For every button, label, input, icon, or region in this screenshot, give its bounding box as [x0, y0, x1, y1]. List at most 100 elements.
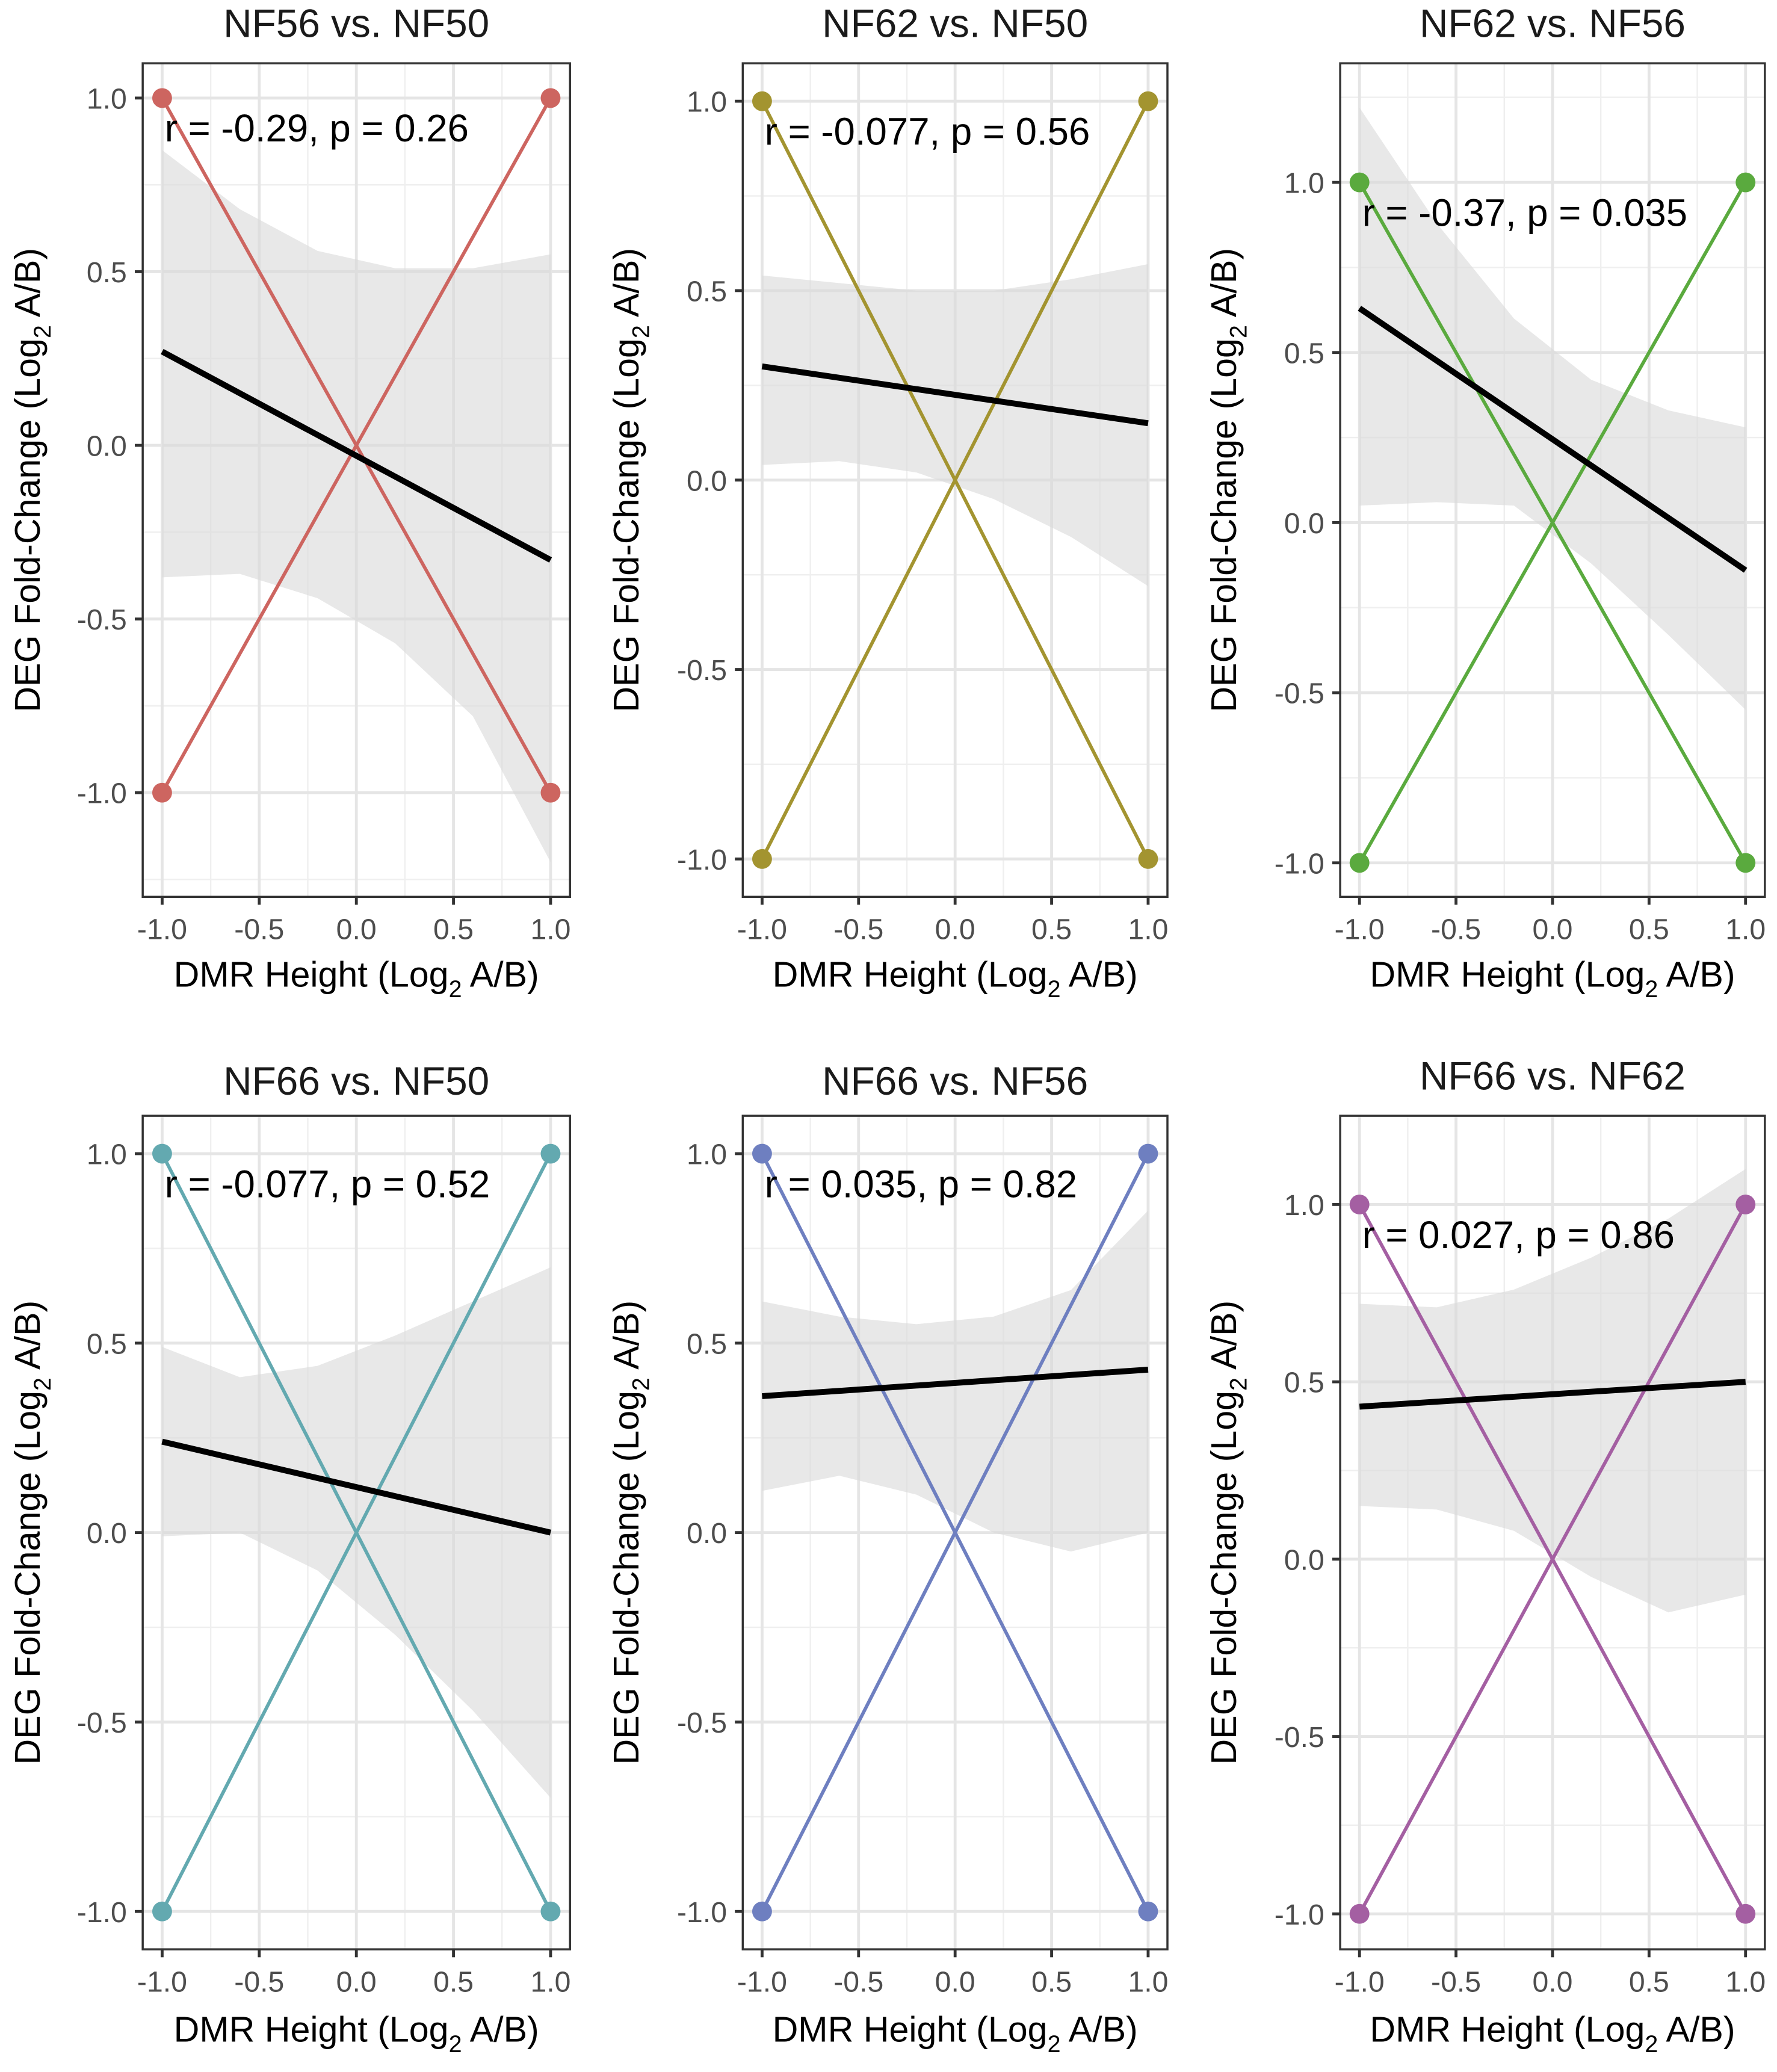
data-point-3: [1349, 1903, 1370, 1924]
y-tick-label: 0.0: [1284, 507, 1324, 540]
x-axis-label: DMR Height (Log2 A/B): [1370, 954, 1735, 1003]
x-axis-label: DMR Height (Log2 A/B): [773, 954, 1138, 1003]
confidence-band: [1359, 107, 1746, 710]
data-segment-2: [160, 97, 552, 794]
y-tick-label: -0.5: [677, 1707, 727, 1739]
x-tick-label: -0.5: [833, 913, 883, 945]
y-tick-label: 1.0: [87, 1139, 127, 1171]
x-tick-label: 1.0: [530, 913, 570, 945]
data-point-1: [1349, 1195, 1370, 1214]
data-point-4: [540, 1901, 561, 1922]
y-axis-label: DEG Fold-Change (Log2 A/B): [1204, 1300, 1252, 1765]
correlation-annotation: r = -0.077, p = 0.52: [165, 1163, 490, 1205]
y-axis-label: DEG Fold-Change (Log2 A/B): [7, 248, 56, 713]
y-axis-label: DEG Fold-Change (Log2 A/B): [7, 1300, 56, 1765]
x-tick-label: 0.0: [336, 1965, 377, 1998]
y-axis-label: DEG Fold-Change (Log2 A/B): [606, 248, 655, 713]
panel-1: -1.0 -0.5 0.0 0.5 1.0 -1.0 -0.5 0.0 0.5 1.0 NF56 v…: [7, 1, 571, 1003]
y-tick-label: 0.5: [1284, 1367, 1324, 1399]
y-axis-label: DEG Fold-Change (Log2 A/B): [606, 1300, 655, 1765]
y-tick-label: 0.5: [87, 256, 127, 289]
x-axis-label: DMR Height (Log2 A/B): [174, 954, 539, 1003]
x-tick-label: 1.0: [1128, 1965, 1168, 1998]
panel-title: NF56 vs. NF50: [223, 1, 489, 45]
y-axis-label: DEG Fold-Change (Log2 A/B): [1204, 248, 1252, 713]
x-tick-label: -1.0: [137, 913, 187, 945]
data-point-4: [1735, 853, 1756, 873]
data-point-2: [1735, 172, 1756, 193]
y-tick-label: -1.0: [77, 1896, 127, 1929]
data-point-1: [752, 1143, 772, 1164]
panel-title: NF66 vs. NF50: [223, 1059, 489, 1103]
confidence-band: [162, 150, 551, 862]
correlation-annotation: r = 0.027, p = 0.86: [1362, 1214, 1675, 1257]
correlation-annotation: r = 0.035, p = 0.82: [765, 1163, 1077, 1205]
x-tick-label: 0.5: [1031, 1965, 1072, 1998]
x-tick-label: -1.0: [1335, 1965, 1385, 1998]
regression-line: [761, 363, 1149, 427]
x-tick-label: 0.5: [1031, 913, 1072, 945]
x-tick-label: -1.0: [137, 1965, 187, 1998]
y-tick-label: 0.0: [687, 465, 727, 497]
panel-3: -1.0 -0.5 0.0 0.5 1.0 -1.0 -0.5 0.0 0.5 1.0 NF62 v…: [1204, 1, 1766, 1003]
y-tick-label: 1.0: [687, 1139, 727, 1171]
data-segment-2: [1358, 181, 1748, 864]
data-segment-2: [760, 100, 1150, 860]
y-tick-label: -0.5: [1275, 678, 1324, 710]
y-tick-label: 0.5: [687, 1328, 727, 1360]
regression-line: [1359, 1379, 1746, 1410]
data-point-2: [1735, 1195, 1756, 1214]
regression-line: [1358, 306, 1748, 573]
panel-2: -1.0 -0.5 0.0 0.5 1.0 -1.0 -0.5 0.0 0.5 1.0 NF62 v…: [606, 1, 1169, 1003]
x-tick-label: -1.0: [737, 913, 787, 945]
x-tick-label: 0.0: [1532, 1965, 1572, 1998]
data-point-3: [1349, 853, 1370, 873]
y-tick-label: -1.0: [77, 778, 127, 810]
x-tick-label: -1.0: [737, 1965, 787, 1998]
x-axis-label: DMR Height (Log2 A/B): [174, 2009, 539, 2058]
data-point-1: [1349, 172, 1370, 193]
panel-title: NF66 vs. NF62: [1420, 1053, 1686, 1098]
y-tick-label: 1.0: [687, 86, 727, 119]
x-tick-label: -0.5: [1431, 1965, 1481, 1998]
x-tick-label: -0.5: [234, 913, 284, 945]
data-point-4: [1138, 1901, 1158, 1922]
x-tick-label: 1.0: [1725, 913, 1766, 945]
data-segment-2: [160, 1152, 552, 1913]
data-point-1: [152, 1143, 172, 1164]
x-tick-label: 0.5: [433, 1965, 474, 1998]
panel-6: -1.0 -0.5 0.0 0.5 1.0 -1.0 -0.5 0.0 0.5 1.0 NF66 v…: [1204, 1053, 1766, 2058]
panel-title: NF62 vs. NF50: [822, 1, 1088, 45]
x-tick-label: 0.0: [935, 913, 975, 945]
data-point-4: [540, 782, 561, 803]
data-point-2: [1138, 91, 1158, 111]
data-point-2: [1138, 1143, 1158, 1164]
x-tick-label: 1.0: [1128, 913, 1168, 945]
x-tick-label: 0.0: [935, 1965, 975, 1998]
y-tick-label: -0.5: [1275, 1721, 1324, 1754]
y-tick-label: 0.0: [87, 430, 127, 463]
data-point-3: [152, 782, 172, 803]
x-tick-label: 0.5: [1629, 913, 1669, 945]
data-point-2: [540, 1143, 561, 1164]
y-tick-label: -1.0: [1275, 1899, 1324, 1931]
y-tick-label: -1.0: [1275, 847, 1324, 880]
panel-5: -1.0 -0.5 0.0 0.5 1.0 -1.0 -0.5 0.0 0.5 1.0 NF66 v…: [606, 1059, 1169, 2058]
y-tick-label: 0.0: [687, 1517, 727, 1550]
data-point-1: [152, 88, 172, 108]
y-tick-label: -1.0: [677, 1896, 727, 1929]
confidence-band: [762, 264, 1148, 587]
x-tick-label: 0.0: [1532, 913, 1572, 945]
data-segment-2: [1358, 1204, 1748, 1915]
confidence-band: [1359, 1169, 1746, 1613]
data-point-3: [152, 1901, 172, 1922]
panel-title: NF66 vs. NF56: [822, 1059, 1088, 1103]
data-point-3: [752, 849, 772, 869]
x-tick-label: -0.5: [833, 1965, 883, 1998]
x-tick-label: 1.0: [1725, 1965, 1766, 1998]
y-tick-label: -0.5: [677, 654, 727, 687]
y-tick-label: -0.5: [77, 1707, 127, 1739]
x-axis-label: DMR Height (Log2 A/B): [773, 2009, 1138, 2058]
y-tick-label: 0.5: [87, 1328, 127, 1360]
